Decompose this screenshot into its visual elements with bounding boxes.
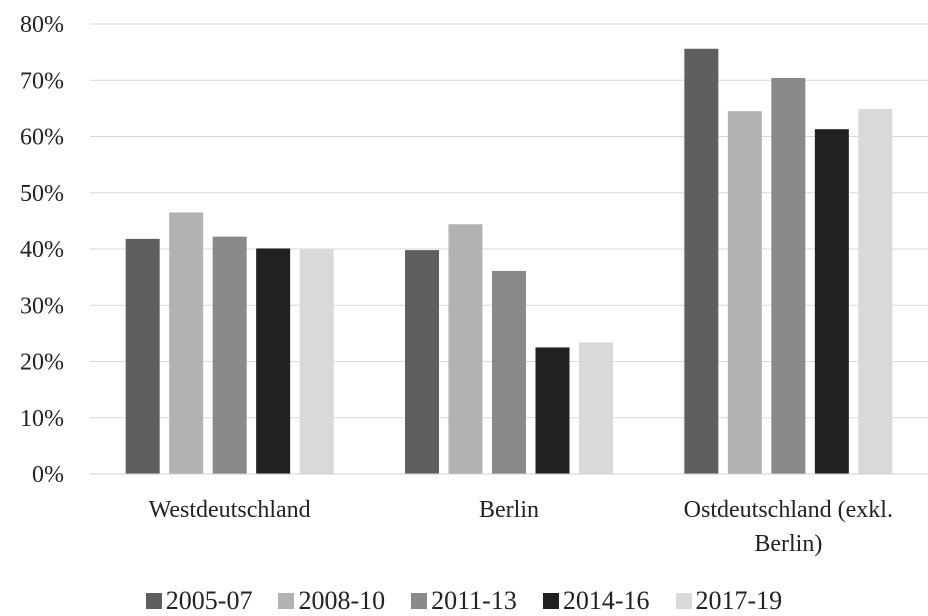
legend-label: 2011-13 [431,586,517,615]
y-tick-label: 70% [20,68,64,94]
bar-2011-13-0 [212,236,247,474]
legend-swatch [411,593,428,609]
y-tick-label: 60% [20,125,64,151]
bar-2008-10-2 [727,111,762,474]
bar-2017-19-0 [299,249,334,474]
legend-item: 2014-16 [542,586,650,616]
legend-swatch [145,593,162,609]
bar-2008-10-1 [448,224,483,474]
legend-swatch [675,593,692,609]
bar-2017-19-2 [858,108,893,474]
legend-item: 2008-10 [278,586,385,616]
y-tick-label: 80% [20,12,64,38]
legend-item: 2005-07 [145,586,253,616]
legend-label: 2005-07 [165,586,253,615]
bar-2017-19-1 [579,342,613,474]
bar-2005-07-1 [405,250,439,474]
y-tick-label: 10% [20,406,64,432]
bar-2011-13-1 [492,270,526,474]
bar-2005-07-0 [125,238,160,474]
bar-chart: 0% 10% 20% 30% 40% 50% 60% 70% 80% Westdeutschla… [20,12,928,557]
bar-2014-16-1 [535,347,570,474]
bar-2014-16-2 [814,129,849,474]
y-tick-label: 30% [20,293,64,319]
bars [125,48,893,474]
bar-2008-10-0 [169,212,204,474]
category-label: Westdeutschland [149,497,311,523]
category-label: Berlin) [754,531,822,557]
y-tick-label: 40% [20,237,64,263]
category-label: Ostdeutschland (exkl. [684,497,893,523]
legend: 2005-07 2008-10 2011-13 2014-16 2017-19 [0,586,928,616]
legend-label: 2008-10 [298,586,386,615]
legend-swatch [542,593,559,609]
legend-label: 2017-19 [695,586,783,615]
legend-item: 2017-19 [675,586,783,616]
legend-item: 2011-13 [411,586,517,616]
y-axis-tick-labels: 0% 10% 20% 30% 40% 50% 60% 70% 80% [20,12,64,488]
bar-2011-13-2 [771,78,806,474]
bar-2014-16-0 [256,248,291,474]
bar-2005-07-2 [684,48,719,474]
y-tick-label: 50% [20,181,64,207]
category-label: Berlin [479,497,539,523]
legend-swatch [278,593,295,609]
y-tick-label: 0% [32,462,64,488]
legend-label: 2014-16 [562,586,650,615]
category-labels: Westdeutschland Berlin Ostdeutschland (exk… [149,497,893,557]
y-tick-label: 20% [20,350,64,376]
